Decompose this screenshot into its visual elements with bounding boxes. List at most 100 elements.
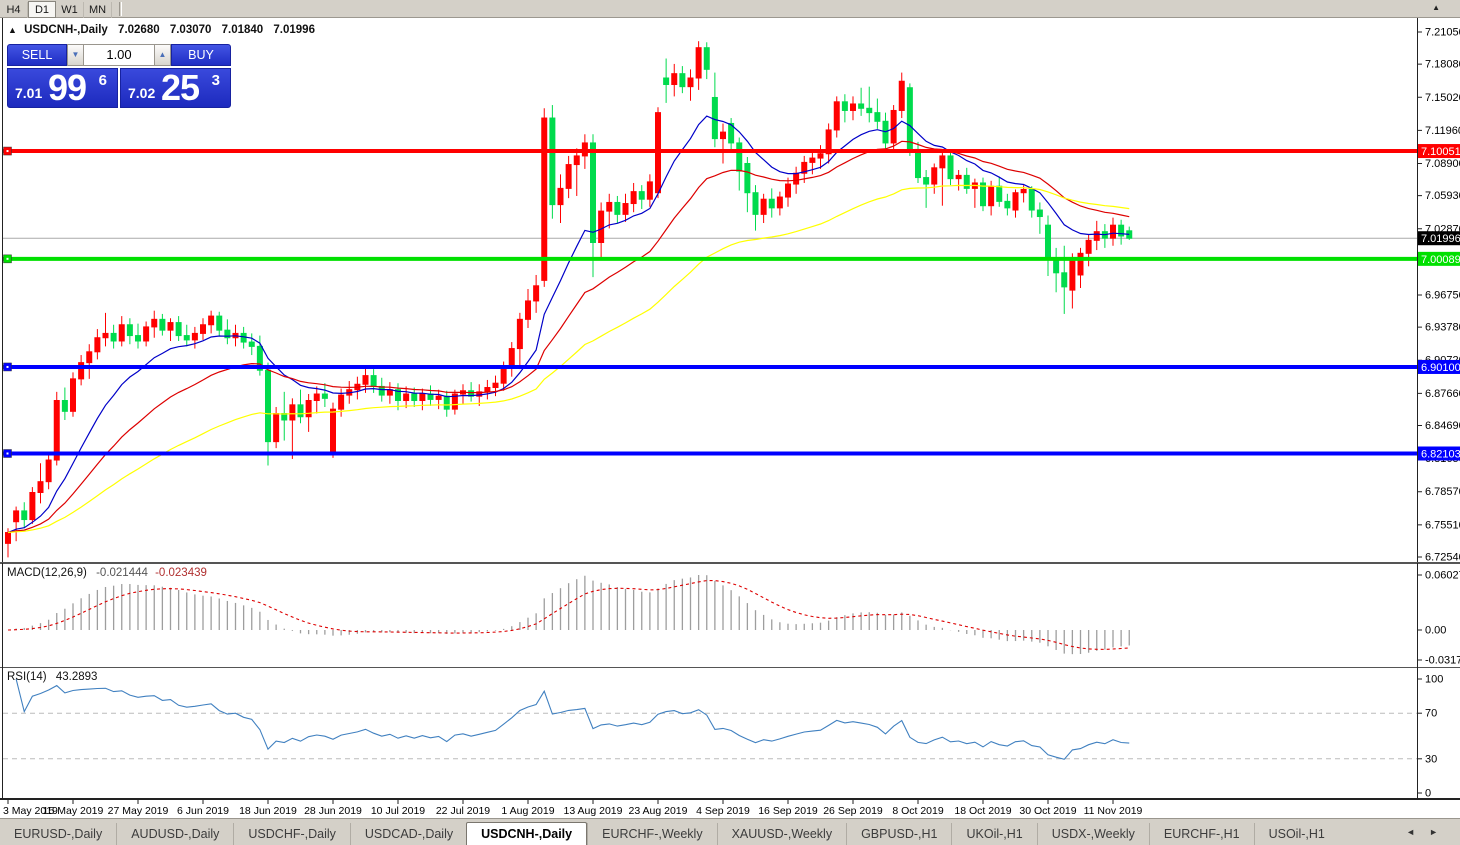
ohlc-low: 7.01840: [221, 24, 264, 36]
chart-stack: 7.21050 7.18080 7.15020 7.11960 7.08900 7.059…: [0, 18, 1460, 845]
svg-text:6.78570: 6.78570: [1425, 486, 1460, 498]
chart-tab[interactable]: USDCAD-,Daily: [349, 823, 467, 845]
macd-chart: 0.060273 0.00 -0.03172: [0, 563, 1460, 667]
date-label: 22 Jul 2019: [436, 805, 490, 817]
date-label: 8 Oct 2019: [892, 805, 944, 817]
date-label: 18 Jun 2019: [239, 805, 297, 817]
macd-indicator-pane[interactable]: 0.060273 0.00 -0.03172 MACD(12,26,9) -0.02…: [0, 563, 1460, 667]
chart-tab[interactable]: EURCHF-,Weekly: [587, 823, 716, 845]
timeframe-button-w1[interactable]: W1: [56, 2, 84, 19]
chart-tab[interactable]: AUDUSD-,Daily: [116, 823, 233, 845]
symbol-collapse-icon[interactable]: ▲: [8, 25, 17, 35]
chart-tab[interactable]: USOil-,H1: [1253, 823, 1339, 845]
svg-text:7.18080: 7.18080: [1425, 59, 1460, 71]
date-label: 30 Oct 2019: [1019, 805, 1076, 817]
date-label: 27 May 2019: [108, 805, 169, 817]
chart-tab[interactable]: USDCHF-,Daily: [233, 823, 350, 845]
svg-text:7.21050: 7.21050: [1425, 27, 1460, 39]
tab-scroll-left-icon[interactable]: ◄: [1406, 827, 1430, 837]
svg-text:7.11960: 7.11960: [1425, 125, 1460, 137]
sell-button[interactable]: SELL: [7, 44, 67, 66]
date-label: 3 May 2019: [3, 805, 58, 817]
ohlc-high: 7.03070: [169, 24, 212, 36]
svg-text:6.90100: 6.90100: [1421, 362, 1460, 374]
chart-tab[interactable]: GBPUSD-,H1: [846, 823, 951, 845]
timeframe-button-h4[interactable]: H4: [0, 2, 28, 19]
sell-price-handle: 7.01: [15, 85, 43, 101]
chart-title: ▲ USDCNH-,Daily 7.02680 7.03070 7.01840 …: [8, 24, 315, 36]
timeframe-button-d1[interactable]: D1: [28, 1, 56, 18]
timeframe-button-mn[interactable]: MN: [84, 2, 112, 19]
sell-price-fraction: 6: [98, 72, 107, 89]
date-label: 15 May 2019: [43, 805, 104, 817]
svg-text:6.84690: 6.84690: [1425, 420, 1460, 432]
svg-text:7.15020: 7.15020: [1425, 92, 1460, 104]
svg-text:6.96750: 6.96750: [1425, 289, 1460, 301]
date-label: 6 Jun 2019: [177, 805, 229, 817]
buy-button[interactable]: BUY: [171, 44, 231, 66]
date-label: 18 Oct 2019: [954, 805, 1011, 817]
collapse-toolbar-icon[interactable]: ▲: [1432, 3, 1440, 12]
svg-text:6.75510: 6.75510: [1425, 519, 1460, 531]
candlestick-chart[interactable]: 7.21050 7.18080 7.15020 7.11960 7.08900 7.059…: [0, 18, 1460, 563]
chart-tab[interactable]: XAUUSD-,Weekly: [716, 823, 846, 845]
chart-tab[interactable]: USDCNH-,Daily: [466, 822, 588, 845]
rsi-indicator-pane[interactable]: 100 70 30 0 RSI(14) 43.2893: [0, 667, 1460, 798]
date-label: 4 Sep 2019: [696, 805, 750, 817]
svg-text:7.10051: 7.10051: [1421, 146, 1460, 158]
svg-text:6.87660: 6.87660: [1425, 388, 1460, 400]
svg-text:6.93780: 6.93780: [1425, 322, 1460, 334]
date-label: 1 Aug 2019: [501, 805, 554, 817]
sell-price-pips: 99: [48, 67, 87, 108]
svg-text:7.05930: 7.05930: [1425, 190, 1460, 202]
svg-text:-0.03172: -0.03172: [1425, 655, 1460, 667]
ohlc-close: 7.01996: [273, 24, 315, 36]
macd-name: MACD(12,26,9): [7, 567, 87, 579]
rsi-label: RSI(14) 43.2893: [7, 671, 97, 683]
date-label: 16 Sep 2019: [758, 805, 818, 817]
main-chart-pane[interactable]: 7.21050 7.18080 7.15020 7.11960 7.08900 7.059…: [0, 18, 1460, 563]
rsi-name: RSI(14): [7, 671, 47, 683]
buy-price-pips: 25: [161, 67, 200, 108]
volume-decrease-icon[interactable]: ▼: [67, 44, 84, 66]
date-label: 28 Jun 2019: [304, 805, 362, 817]
svg-text:7.08900: 7.08900: [1425, 158, 1460, 170]
tab-scroll-right-icon[interactable]: ►: [1429, 827, 1452, 837]
svg-text:70: 70: [1425, 708, 1437, 720]
macd-value: -0.021444: [96, 567, 148, 579]
date-label: 10 Jul 2019: [371, 805, 425, 817]
time-axis[interactable]: 3 May 2019 15 May 2019 27 May 2019 6 Jun 20…: [0, 798, 1460, 818]
one-click-trade-panel: SELL ▼ 1.00 ▲ BUY 7.01 99 6 7.02 25 3: [7, 44, 231, 108]
rsi-chart: 100 70 30 0: [0, 667, 1460, 798]
chart-tab[interactable]: EURUSD-,Daily: [14, 827, 103, 841]
rsi-value: 43.2893: [55, 671, 98, 683]
timeframe-toolbar: H4 D1 W1 MN ▲: [0, 0, 1460, 19]
svg-text:30: 30: [1425, 753, 1437, 765]
chart-tab[interactable]: UKOil-,H1: [951, 823, 1036, 845]
date-label: 26 Sep 2019: [823, 805, 883, 817]
buy-price-box[interactable]: 7.02 25 3: [120, 67, 231, 108]
volume-increase-icon[interactable]: ▲: [154, 44, 171, 66]
chart-tab[interactable]: USDX-,Weekly: [1036, 823, 1149, 845]
sell-price-box[interactable]: 7.01 99 6: [7, 67, 118, 108]
macd-label: MACD(12,26,9) -0.021444 -0.023439: [7, 567, 207, 579]
toolbar-separator: [119, 1, 123, 16]
date-label: 13 Aug 2019: [564, 805, 623, 817]
buy-price-fraction: 3: [211, 72, 220, 89]
macd-signal-value: -0.023439: [155, 567, 207, 579]
svg-text:0.060273: 0.060273: [1425, 570, 1460, 582]
date-label: 11 Nov 2019: [1084, 805, 1143, 817]
ohlc-open: 7.02680: [118, 24, 160, 36]
svg-text:0: 0: [1425, 788, 1431, 799]
svg-text:6.82103: 6.82103: [1421, 449, 1460, 461]
svg-text:100: 100: [1425, 674, 1443, 686]
svg-text:6.72540: 6.72540: [1425, 552, 1460, 564]
svg-text:0.00: 0.00: [1425, 625, 1446, 637]
svg-text:7.00089: 7.00089: [1421, 254, 1460, 266]
chart-tab-bar: EURUSD-,Daily AUDUSD-,Daily USDCHF-,Daily U…: [0, 818, 1460, 845]
chart-tab[interactable]: EURCHF-,H1: [1148, 823, 1254, 845]
symbol-label: USDCNH-,Daily: [24, 24, 108, 36]
svg-text:7.01996: 7.01996: [1421, 233, 1460, 245]
volume-input[interactable]: 1.00: [84, 44, 154, 66]
